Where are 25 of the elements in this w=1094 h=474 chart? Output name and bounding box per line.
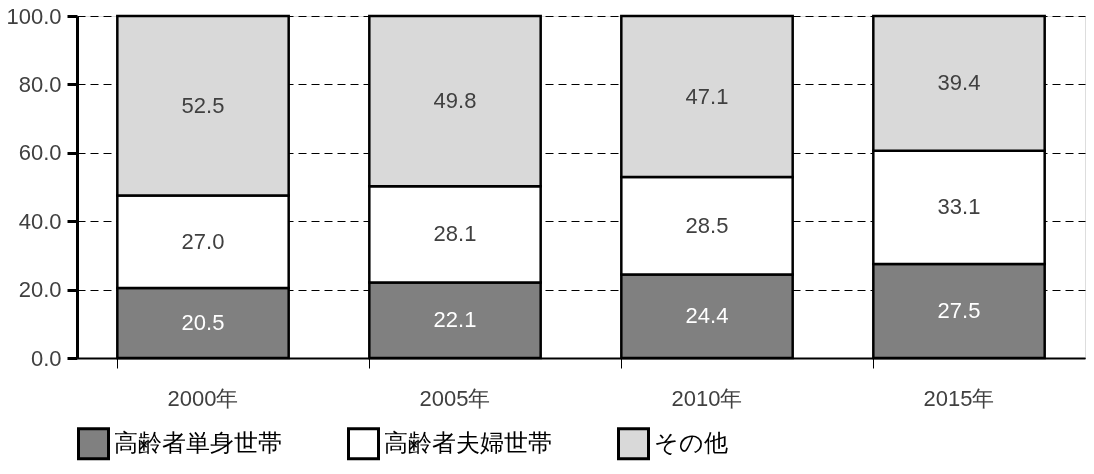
data-label: 28.5 bbox=[685, 212, 729, 238]
legend-label: その他 bbox=[654, 428, 728, 456]
legend-label: 高齢者夫婦世帯 bbox=[384, 428, 552, 456]
data-label: 24.4 bbox=[685, 303, 729, 329]
data-label: 28.1 bbox=[433, 221, 477, 247]
data-label: 33.1 bbox=[937, 194, 981, 220]
x-tick-label: 2015年 bbox=[923, 385, 995, 411]
x-tick-label: 2010年 bbox=[671, 385, 743, 411]
y-tick-label: 60.0 bbox=[18, 140, 62, 166]
data-label: 20.5 bbox=[181, 309, 225, 335]
y-tick-label: 0.0 bbox=[30, 345, 62, 371]
data-label: 22.1 bbox=[433, 307, 477, 333]
y-tick-label: 20.0 bbox=[18, 277, 62, 303]
data-label: 39.4 bbox=[937, 70, 981, 96]
y-tick-label: 80.0 bbox=[18, 71, 62, 97]
legend-label: 高齢者単身世帯 bbox=[114, 428, 282, 456]
data-label: 49.8 bbox=[433, 88, 477, 114]
y-tick-label: 100.0 bbox=[6, 3, 62, 29]
data-label: 47.1 bbox=[685, 83, 729, 109]
y-tick-label: 40.0 bbox=[18, 208, 62, 234]
data-label: 27.5 bbox=[937, 297, 981, 323]
x-tick-label: 2005年 bbox=[419, 385, 491, 411]
data-label: 52.5 bbox=[181, 92, 225, 118]
data-label: 27.0 bbox=[181, 228, 225, 254]
x-tick-label: 2000年 bbox=[167, 385, 239, 411]
